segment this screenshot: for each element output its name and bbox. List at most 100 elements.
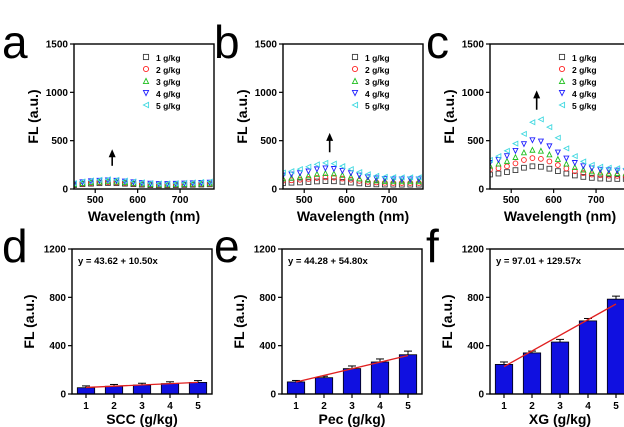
data-point bbox=[571, 160, 578, 167]
data-point bbox=[512, 167, 519, 174]
data-point bbox=[529, 119, 536, 126]
y-tick-label: 500 bbox=[260, 136, 277, 147]
data-point bbox=[87, 177, 94, 184]
data-point bbox=[406, 174, 414, 181]
arrow-head bbox=[326, 132, 334, 141]
data-point bbox=[529, 146, 536, 153]
y-axis-label: FL (a.u.) bbox=[231, 294, 247, 348]
data-point bbox=[339, 171, 346, 178]
data-point bbox=[305, 172, 312, 179]
x-axis-label: Pec (g/kg) bbox=[319, 411, 386, 427]
data-point bbox=[313, 161, 320, 168]
data-point bbox=[588, 175, 595, 181]
x-tick-label: 600 bbox=[545, 195, 562, 206]
data-point bbox=[512, 140, 519, 147]
data-point bbox=[348, 179, 354, 186]
data-point bbox=[512, 153, 519, 160]
data-point bbox=[74, 180, 77, 187]
data-point bbox=[554, 149, 562, 156]
data-point bbox=[381, 177, 388, 184]
data-point bbox=[322, 169, 329, 176]
x-tick-label: 2 bbox=[321, 401, 327, 412]
y-tick-label: 0 bbox=[271, 185, 277, 196]
data-point bbox=[597, 168, 604, 176]
data-point bbox=[322, 174, 329, 181]
data-point bbox=[554, 155, 562, 162]
data-point bbox=[288, 174, 295, 181]
data-point bbox=[512, 160, 519, 167]
data-point bbox=[206, 178, 213, 185]
data-point bbox=[512, 147, 519, 155]
data-point bbox=[146, 179, 154, 187]
y-tick-label: 1200 bbox=[254, 245, 277, 256]
x-tick-label: 500 bbox=[503, 195, 520, 206]
panel-letter: b bbox=[214, 16, 240, 68]
x-axis-label: Wavelength (nm) bbox=[297, 208, 409, 224]
data-point bbox=[305, 179, 312, 185]
data-point bbox=[495, 165, 502, 172]
data-point bbox=[563, 160, 570, 167]
data-point bbox=[348, 176, 354, 183]
y-tick-label: 800 bbox=[49, 293, 66, 304]
data-point bbox=[372, 172, 380, 179]
data-point bbox=[283, 174, 287, 182]
legend-marker bbox=[351, 65, 359, 73]
legend-marker bbox=[558, 53, 566, 61]
data-point bbox=[373, 175, 380, 182]
legend-marker bbox=[351, 53, 359, 61]
data-point bbox=[347, 166, 354, 173]
legend-marker bbox=[142, 101, 150, 109]
series-group bbox=[490, 116, 624, 182]
data-point bbox=[503, 147, 510, 154]
y-tick-label: 400 bbox=[467, 341, 484, 352]
bar bbox=[160, 383, 180, 395]
legend-marker bbox=[558, 89, 566, 97]
bar bbox=[398, 354, 418, 395]
data-point bbox=[579, 158, 587, 165]
bar bbox=[550, 341, 570, 395]
fit-line bbox=[295, 354, 409, 383]
data-point bbox=[545, 124, 553, 131]
data-point bbox=[172, 180, 179, 187]
bar bbox=[494, 363, 514, 395]
x-tick-label: 500 bbox=[87, 195, 104, 206]
data-point bbox=[613, 165, 621, 172]
bar bbox=[104, 385, 124, 395]
data-point bbox=[347, 173, 355, 180]
data-point bbox=[605, 167, 612, 174]
data-point bbox=[538, 155, 544, 162]
data-point bbox=[537, 116, 544, 123]
data-point bbox=[571, 163, 578, 171]
data-point bbox=[79, 178, 86, 185]
data-point bbox=[563, 165, 570, 172]
panel-d: d y = 43.62 + 10.50x 1 2 3 4 5 0 400 800 1200 SCC (… bbox=[2, 220, 213, 427]
data-point bbox=[529, 155, 536, 161]
data-point bbox=[546, 165, 553, 172]
legend-label: 4 g/kg bbox=[156, 89, 181, 99]
y-tick-label: 1000 bbox=[46, 88, 69, 99]
data-point bbox=[339, 178, 346, 185]
data-point bbox=[313, 166, 321, 173]
data-point bbox=[520, 149, 528, 156]
data-point bbox=[614, 167, 621, 175]
data-point bbox=[614, 169, 621, 176]
x-tick-label: 3 bbox=[557, 401, 563, 412]
x-axis-label: SCC (g/kg) bbox=[106, 411, 178, 427]
legend-marker bbox=[351, 101, 359, 109]
fit-line bbox=[503, 303, 617, 368]
data-point bbox=[504, 163, 510, 170]
data-point bbox=[571, 172, 578, 179]
x-tick-label: 3 bbox=[349, 401, 355, 412]
data-point bbox=[314, 178, 320, 185]
y-tick-label: 1000 bbox=[255, 88, 278, 99]
legend-marker bbox=[558, 77, 566, 85]
legend-label: 2 g/kg bbox=[572, 65, 597, 75]
data-point bbox=[503, 153, 511, 160]
data-point bbox=[537, 138, 545, 145]
data-point bbox=[521, 157, 527, 163]
data-point bbox=[180, 179, 188, 187]
legend-marker bbox=[558, 101, 566, 109]
data-point bbox=[364, 181, 371, 187]
legend-marker bbox=[558, 65, 566, 73]
